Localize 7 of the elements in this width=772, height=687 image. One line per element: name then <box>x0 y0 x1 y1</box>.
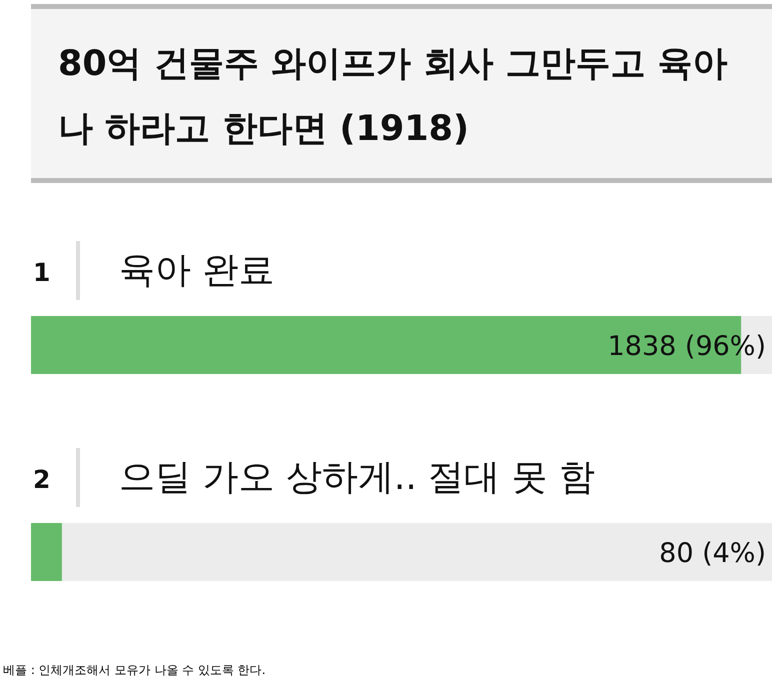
y-tick-label: 으딜 가오 상하게.. 절대 못 함 <box>119 457 596 498</box>
data-label: 80 (4%) <box>659 538 766 569</box>
annotation: 베플 : 인체개조해서 모유가 나올 수 있도록 한다. <box>3 663 266 677</box>
annotation: 2 <box>33 465 50 494</box>
chart-title: 80억 건물주 와이프가 회사 그만두고 육아나 하라고 한다면 (1918) <box>58 44 728 149</box>
y-tick-label: 육아 완료 <box>119 250 274 291</box>
annotation: 1 <box>33 258 50 287</box>
